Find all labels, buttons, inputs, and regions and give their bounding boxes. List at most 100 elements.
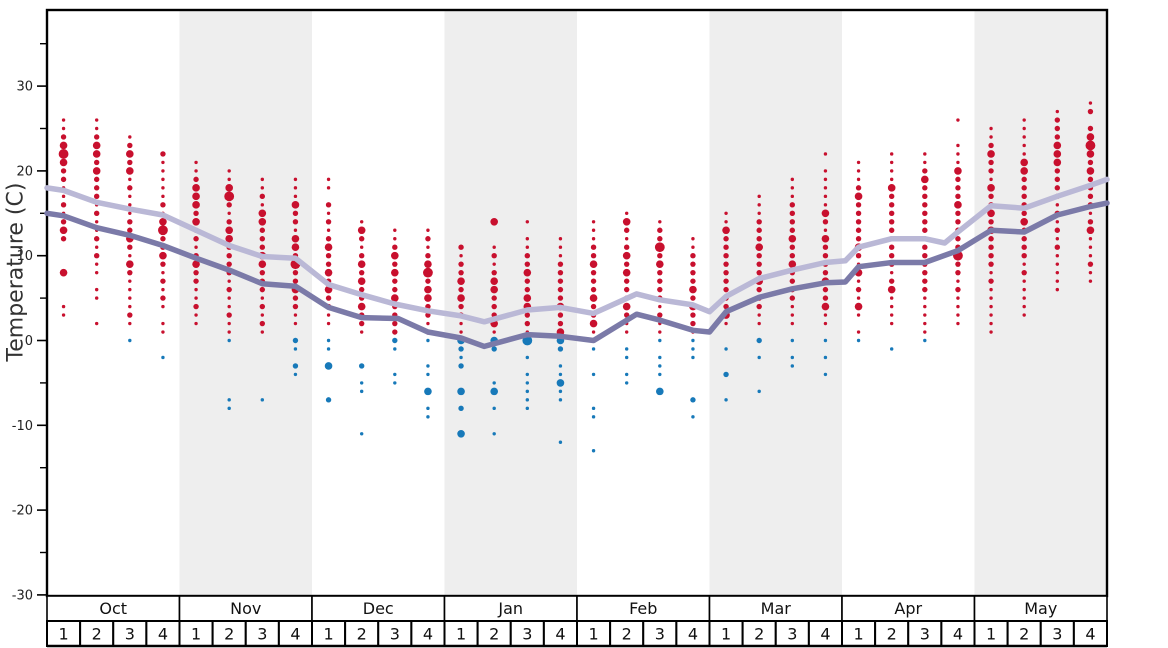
month-label: Apr — [894, 599, 922, 618]
red-temp-dot — [1055, 287, 1060, 292]
week-label: 3 — [522, 625, 532, 644]
red-temp-dot — [757, 313, 761, 317]
blue-temp-dot — [426, 364, 430, 368]
blue-temp-dot — [556, 379, 565, 387]
blue-temp-dot — [658, 372, 662, 377]
week-label: 2 — [224, 625, 234, 644]
red-temp-dot — [259, 244, 266, 250]
red-temp-dot — [1087, 176, 1094, 183]
red-temp-dot — [426, 245, 430, 249]
red-temp-dot — [393, 237, 397, 241]
blue-temp-dot — [426, 415, 430, 419]
red-temp-dot — [127, 142, 133, 149]
blue-temp-dot — [756, 337, 762, 344]
red-temp-dot — [889, 169, 894, 173]
week-label: 1 — [58, 625, 68, 644]
red-temp-dot — [194, 245, 198, 249]
red-temp-dot — [889, 296, 894, 300]
red-temp-dot — [61, 126, 66, 131]
red-temp-dot — [93, 134, 100, 140]
red-temp-dot — [956, 296, 960, 300]
red-temp-dot — [161, 177, 165, 182]
red-temp-dot — [591, 237, 596, 241]
red-temp-dot — [227, 177, 231, 182]
week-cell — [708, 620, 744, 647]
week-cell — [112, 620, 148, 647]
red-temp-dot — [227, 330, 231, 334]
red-temp-dot — [755, 243, 763, 252]
red-temp-dot — [821, 209, 830, 218]
red-temp-dot — [293, 321, 298, 326]
red-temp-dot — [989, 135, 993, 139]
week-label: 3 — [655, 625, 665, 644]
red-temp-dot — [889, 313, 894, 317]
red-temp-dot — [160, 261, 166, 267]
red-temp-dot — [292, 219, 299, 225]
red-temp-dot — [788, 234, 797, 243]
red-temp-dot — [789, 219, 796, 225]
red-temp-dot — [757, 194, 761, 199]
red-temp-dot — [292, 210, 299, 216]
red-temp-dot — [160, 202, 166, 208]
blue-temp-dot — [292, 337, 299, 344]
red-temp-dot — [888, 219, 895, 225]
red-temp-dot — [1087, 193, 1094, 200]
red-temp-dot — [259, 303, 266, 310]
blue-temp-dot — [227, 338, 231, 343]
blue-temp-dot — [691, 415, 695, 419]
red-temp-dot — [557, 312, 564, 318]
red-temp-dot — [1022, 143, 1026, 148]
red-temp-dot — [690, 312, 696, 318]
red-temp-dot — [590, 269, 597, 276]
red-temp-dot — [923, 304, 927, 309]
red-temp-dot — [193, 176, 199, 183]
red-temp-dot — [94, 245, 99, 249]
red-temp-dot — [426, 321, 430, 326]
red-temp-dot — [923, 160, 927, 165]
red-temp-dot — [128, 279, 132, 283]
red-temp-dot — [889, 152, 894, 156]
red-temp-dot — [922, 227, 928, 233]
week-label: 3 — [920, 625, 930, 644]
red-temp-dot — [889, 270, 894, 275]
red-temp-dot — [260, 296, 265, 300]
red-temp-dot — [658, 304, 662, 309]
red-temp-dot — [888, 193, 895, 200]
blue-temp-dot — [492, 381, 496, 385]
red-temp-dot — [326, 177, 331, 182]
red-temp-dot — [1022, 135, 1026, 139]
blue-temp-dot — [558, 372, 563, 377]
red-temp-dot — [557, 320, 564, 327]
blue-temp-dot — [823, 338, 828, 343]
red-temp-dot — [491, 269, 497, 276]
red-temp-dot — [492, 245, 496, 249]
red-temp-dot — [326, 321, 331, 326]
red-temp-dot — [358, 320, 365, 327]
red-temp-dot — [60, 236, 67, 242]
red-temp-dot — [226, 253, 232, 259]
red-temp-dot — [821, 234, 830, 243]
red-temp-dot — [524, 261, 531, 267]
red-temp-dot — [591, 220, 596, 224]
red-temp-dot — [756, 227, 762, 233]
blue-temp-dot — [393, 347, 397, 351]
red-temp-dot — [524, 320, 531, 327]
red-temp-dot — [192, 201, 200, 209]
red-temp-dot — [922, 244, 928, 250]
red-temp-dot — [227, 304, 231, 309]
red-temp-dot — [623, 244, 630, 250]
red-temp-dot — [194, 313, 198, 317]
blue-temp-dot — [658, 338, 662, 343]
red-temp-dot — [757, 321, 761, 326]
red-temp-dot — [161, 194, 165, 199]
red-temp-dot — [392, 278, 398, 284]
red-temp-dot — [1087, 108, 1094, 115]
red-temp-dot — [558, 237, 563, 241]
red-temp-dot — [293, 177, 298, 182]
y-tick-label: -10 — [12, 419, 33, 434]
blue-temp-dot — [491, 346, 497, 352]
red-temp-dot — [822, 269, 829, 276]
blue-temp-dot — [724, 347, 728, 351]
y-tick-label: 0 — [25, 334, 33, 349]
red-temp-dot — [723, 286, 729, 293]
